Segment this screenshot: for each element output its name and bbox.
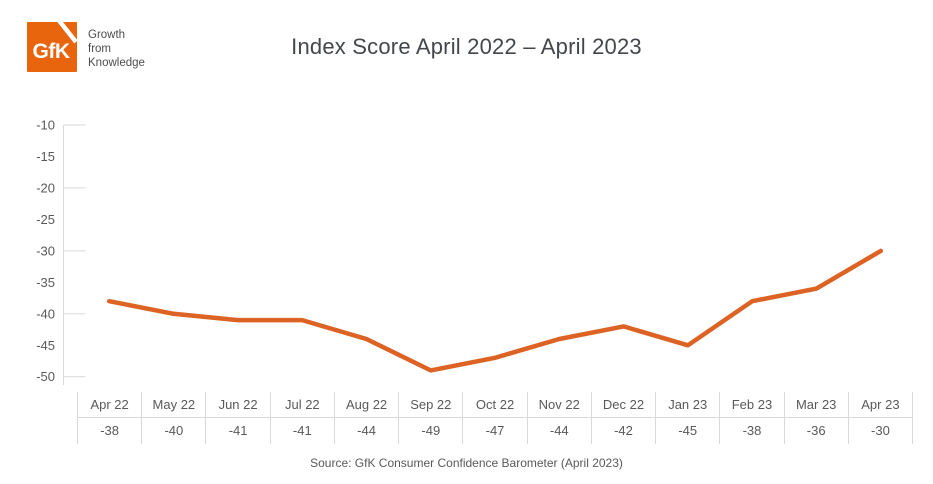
- index-score-line: [106, 248, 884, 373]
- y-axis-label: -25: [36, 212, 55, 227]
- y-axis-label: -45: [36, 338, 55, 353]
- logo-square: [27, 22, 77, 72]
- y-axis-label: -35: [36, 275, 55, 290]
- month-cell: Jul 22: [269, 392, 334, 417]
- value-cell: -44: [526, 418, 591, 444]
- month-cell: Feb 23: [719, 392, 783, 417]
- value-cell: -42: [590, 418, 655, 444]
- chart-data-table: Apr 22 May 22 Jun 22 Jul 22 Aug 22 Sep 22 Oct …: [77, 392, 913, 444]
- month-cell: Sep 22: [398, 392, 462, 417]
- value-cell: -38: [77, 418, 141, 444]
- month-cell: Nov 22: [526, 392, 591, 417]
- value-cell: -40: [141, 418, 205, 444]
- chart-title: Index Score April 2022 – April 2023: [291, 34, 642, 59]
- month-cell: Aug 22: [333, 392, 398, 417]
- value-cell: -41: [269, 418, 334, 444]
- value-cell: -47: [462, 418, 526, 444]
- logo-slash: [57, 22, 77, 44]
- month-cell: Jun 22: [205, 392, 269, 417]
- y-axis-label: -40: [36, 306, 55, 321]
- tagline-line: Knowledge: [88, 57, 145, 69]
- value-cell: -49: [398, 418, 462, 444]
- y-axis-label: -50: [36, 369, 55, 384]
- month-labels-row: Apr 22 May 22 Jun 22 Jul 22 Aug 22 Sep 22 Oct …: [77, 392, 913, 418]
- y-axis-label: -10: [36, 118, 55, 133]
- y-axis-label: -30: [36, 243, 55, 258]
- value-cell: -45: [655, 418, 719, 444]
- month-cell: May 22: [141, 392, 205, 417]
- tagline-line: Growth: [88, 29, 126, 41]
- value-cell: -36: [783, 418, 848, 444]
- gfk-logo: GfK: [27, 22, 77, 72]
- logo-tagline: Growth from Knowledge: [88, 28, 145, 70]
- value-cell: -38: [719, 418, 783, 444]
- month-cell: Dec 22: [590, 392, 655, 417]
- month-cell: Apr 23: [847, 392, 912, 417]
- logo-text: GfK: [33, 40, 70, 63]
- tagline-line: from: [88, 43, 111, 55]
- month-cell: Jan 23: [655, 392, 719, 417]
- month-cell: Apr 22: [77, 392, 141, 417]
- month-cell: Oct 22: [462, 392, 526, 417]
- y-axis-label: -20: [36, 180, 55, 195]
- value-cell: -44: [333, 418, 398, 444]
- value-cell: -30: [847, 418, 912, 444]
- source-caption: Source: GfK Consumer Confidence Baromete…: [310, 456, 623, 470]
- y-axis-label: -15: [36, 149, 55, 164]
- value-cell: -41: [205, 418, 269, 444]
- month-cell: Mar 23: [783, 392, 848, 417]
- values-row: -38 -40 -41 -41 -44 -49 -47 -44 -42 -45 -38 -36 -30: [77, 418, 913, 444]
